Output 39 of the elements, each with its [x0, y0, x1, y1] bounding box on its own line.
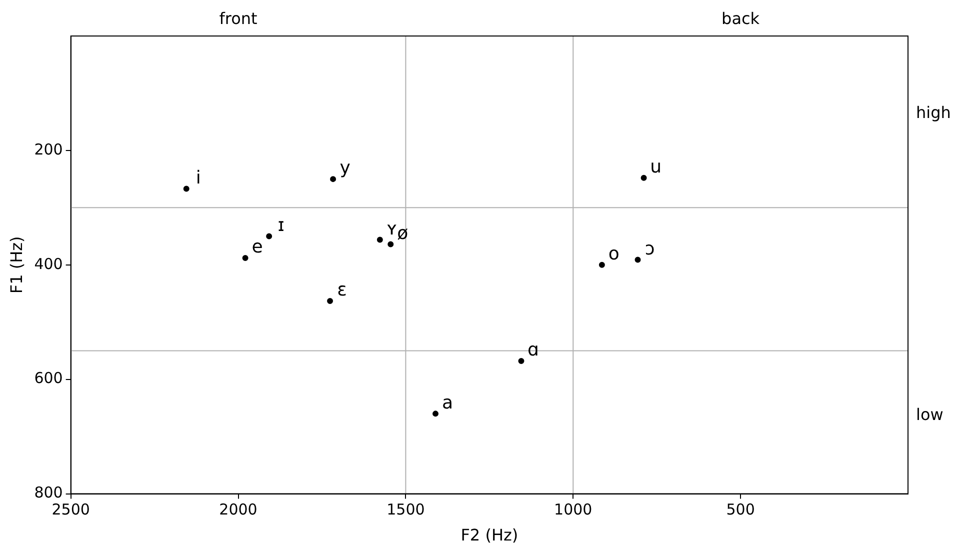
text: low	[916, 405, 944, 424]
text: back	[722, 9, 760, 28]
x-tick-label: 2500	[52, 500, 90, 519]
data-label: ʏ	[386, 218, 398, 240]
point	[327, 298, 334, 304]
text: front	[219, 9, 258, 28]
data-label: e	[252, 236, 263, 258]
point	[376, 236, 383, 243]
point	[388, 241, 394, 248]
x-tick-label: 2000	[219, 500, 258, 519]
data-label: ɪ	[278, 214, 284, 236]
y-tick-label: 400	[34, 254, 63, 273]
point	[266, 233, 272, 240]
y-tick-label: 200	[34, 140, 63, 158]
y-tick-label: 800	[34, 484, 63, 502]
data-label: ɛ	[337, 280, 347, 301]
point	[183, 186, 190, 192]
data-label: ɑ	[528, 340, 539, 361]
x-axis-title: F2 (Hz)	[460, 526, 518, 545]
text: high	[916, 102, 951, 122]
y-axis-title: F1 (Hz)	[6, 236, 26, 294]
data-label: a	[442, 392, 454, 414]
point	[598, 262, 605, 268]
data-label: y	[340, 158, 351, 179]
data-label: ɔ	[644, 238, 655, 260]
data-label: o	[608, 244, 620, 265]
point	[634, 256, 641, 263]
point	[242, 255, 248, 262]
point	[330, 176, 336, 182]
y-tick-label: 600	[34, 369, 63, 388]
data-label: u	[650, 156, 662, 178]
x-tick-label: 500	[726, 500, 755, 519]
x-tick-label: 1500	[386, 500, 425, 519]
data-label: i	[196, 167, 201, 188]
data-label: ø	[397, 222, 408, 244]
point	[432, 410, 438, 417]
x-tick-label: 1000	[554, 500, 592, 519]
point	[518, 358, 524, 364]
point	[640, 174, 647, 181]
